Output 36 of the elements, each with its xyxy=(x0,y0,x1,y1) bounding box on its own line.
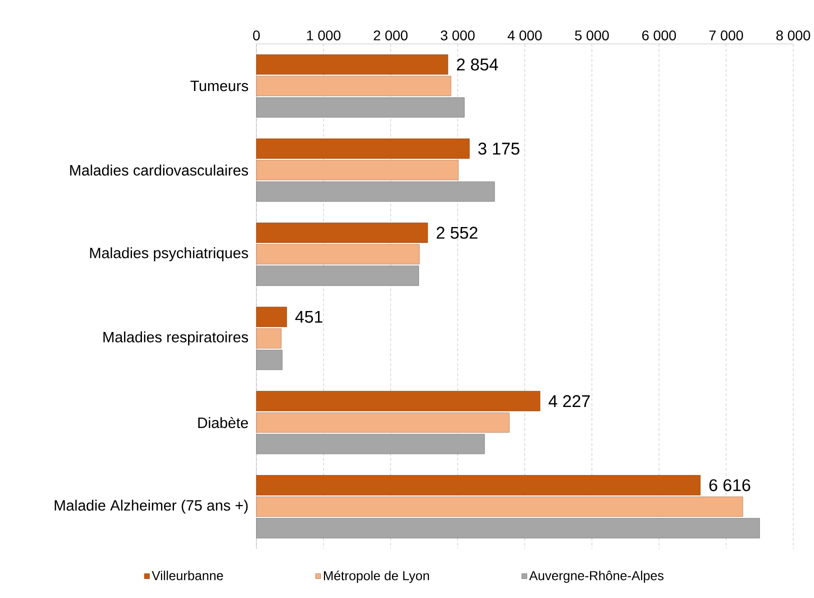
x-tick-label: 1 000 xyxy=(307,30,340,41)
x-tick-label: 2 000 xyxy=(374,30,408,41)
x-tick-label: 3 000 xyxy=(440,30,475,41)
bar xyxy=(256,496,744,517)
legend-label: Auvergne-Rhône-Alpes xyxy=(529,570,664,583)
bar xyxy=(256,222,428,244)
x-tick-label: 4 000 xyxy=(508,30,542,41)
y-tick-label: Maladie Alzheimer (75 ans +) xyxy=(54,500,248,514)
y-tick-label: Maladies psychiatriques xyxy=(90,247,248,262)
data-label: 451 xyxy=(295,311,322,324)
y-tick-label: Diabète xyxy=(198,417,248,428)
bar xyxy=(256,306,287,328)
data-label: 2 854 xyxy=(456,58,498,71)
legend-label: Villeurbanne xyxy=(152,570,223,580)
bar xyxy=(256,54,448,75)
data-label: 4 227 xyxy=(548,395,590,408)
y-tick-label: Maladies cardiovasculaires xyxy=(70,164,248,176)
data-label: 6 616 xyxy=(709,479,750,492)
x-tick-label: 8 000 xyxy=(776,30,810,41)
data-label: 2 552 xyxy=(436,226,478,239)
bar xyxy=(256,160,459,180)
bar xyxy=(256,244,420,265)
legend-label: Métropole de Lyon xyxy=(324,570,429,584)
x-tick-label: 6 000 xyxy=(642,30,676,41)
x-tick-label: 5 000 xyxy=(574,30,609,41)
bar xyxy=(256,412,510,433)
bar xyxy=(256,475,701,496)
bar xyxy=(256,138,470,159)
x-tick-label: 0 xyxy=(253,30,260,41)
bar xyxy=(256,391,540,412)
bar xyxy=(256,328,282,349)
x-tick-label: 7 000 xyxy=(709,30,744,41)
bar xyxy=(256,76,452,96)
y-tick-label: Maladies respiratoires xyxy=(103,332,248,346)
y-tick-label: Tumeurs xyxy=(190,80,248,92)
data-label: 3 175 xyxy=(478,142,520,155)
